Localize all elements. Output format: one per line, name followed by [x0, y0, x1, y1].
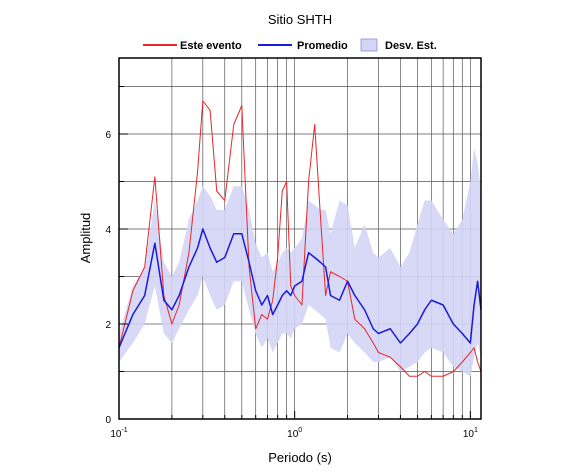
plot-frame [118, 57, 482, 420]
band-layer [119, 148, 481, 377]
x-tick-label: 101 [463, 427, 478, 440]
y-tick-label: 6 [105, 130, 111, 141]
y-axis-label: Amplitud [78, 213, 93, 264]
legend-item: Este evento [143, 40, 242, 52]
y-tick-label: 2 [105, 320, 111, 331]
legend-label: Desv. Est. [385, 40, 437, 52]
x-axis: 10-1 100 101 [110, 411, 478, 440]
x-tick-label: 100 [287, 427, 302, 440]
legend: Este evento Promedio Desv. Est. [143, 38, 437, 52]
x-axis-label: Periodo (s) [268, 450, 332, 465]
chart-title: Sitio SHTH [268, 12, 332, 27]
legend-label: Promedio [297, 40, 348, 52]
legend-label: Este evento [180, 40, 242, 52]
std-dev-band [119, 148, 481, 377]
y-axis: 0 2 4 6 [105, 86, 128, 426]
series-line-average [118, 228, 482, 349]
y-tick-label: 4 [105, 225, 111, 236]
series-layer [118, 100, 482, 377]
y-tick-label: 0 [105, 415, 111, 426]
legend-item: Desv. Est. [360, 38, 437, 52]
x-tick-label: 10-1 [110, 427, 127, 440]
legend-swatch [360, 38, 378, 52]
series-line-event [118, 100, 482, 377]
legend-item: Promedio [258, 40, 348, 52]
